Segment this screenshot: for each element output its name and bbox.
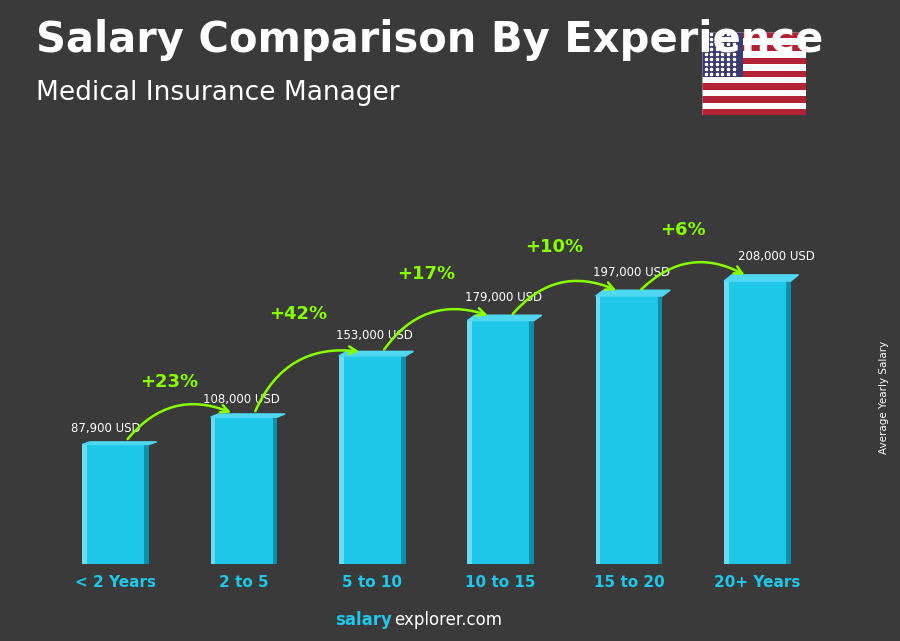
Bar xyxy=(702,32,806,38)
Text: +42%: +42% xyxy=(269,304,327,323)
Bar xyxy=(702,45,806,51)
Bar xyxy=(702,103,806,109)
Text: 208,000 USD: 208,000 USD xyxy=(738,250,815,263)
Text: 197,000 USD: 197,000 USD xyxy=(593,265,670,279)
Polygon shape xyxy=(596,290,670,296)
Bar xyxy=(467,320,472,564)
Polygon shape xyxy=(211,414,285,417)
Bar xyxy=(702,90,806,96)
Polygon shape xyxy=(339,351,413,356)
Text: explorer.com: explorer.com xyxy=(394,612,502,629)
Bar xyxy=(596,296,662,564)
Bar xyxy=(658,296,662,564)
Bar xyxy=(724,281,791,564)
Bar xyxy=(702,96,806,103)
Text: salary: salary xyxy=(335,612,392,629)
Bar xyxy=(339,356,344,564)
Text: 87,900 USD: 87,900 USD xyxy=(71,422,140,435)
Bar xyxy=(596,296,600,564)
Bar xyxy=(786,281,791,564)
Text: Average Yearly Salary: Average Yearly Salary xyxy=(878,341,889,454)
Text: 108,000 USD: 108,000 USD xyxy=(202,394,280,406)
Text: +10%: +10% xyxy=(526,238,584,256)
Bar xyxy=(702,77,806,83)
Bar xyxy=(82,444,87,564)
Bar xyxy=(467,320,534,564)
Bar xyxy=(702,38,806,45)
Bar xyxy=(702,51,806,58)
Bar xyxy=(211,417,277,564)
Bar xyxy=(144,444,149,564)
Bar xyxy=(702,64,806,71)
Text: +17%: +17% xyxy=(397,265,455,283)
Text: +23%: +23% xyxy=(140,373,199,392)
Bar xyxy=(401,356,406,564)
Text: +6%: +6% xyxy=(660,221,706,239)
Text: Medical Insurance Manager: Medical Insurance Manager xyxy=(36,80,400,106)
Text: 153,000 USD: 153,000 USD xyxy=(337,329,413,342)
Polygon shape xyxy=(467,315,542,320)
Bar xyxy=(702,83,806,90)
Bar xyxy=(529,320,534,564)
Polygon shape xyxy=(724,275,798,281)
Bar xyxy=(702,32,743,77)
Bar xyxy=(702,109,806,115)
Bar xyxy=(724,281,729,564)
Bar xyxy=(211,417,215,564)
Text: 179,000 USD: 179,000 USD xyxy=(464,292,542,304)
Bar xyxy=(702,58,806,64)
Text: Salary Comparison By Experience: Salary Comparison By Experience xyxy=(36,19,824,62)
Polygon shape xyxy=(82,442,157,444)
Bar xyxy=(273,417,277,564)
Bar xyxy=(82,444,149,564)
Bar xyxy=(339,356,406,564)
Bar xyxy=(702,71,806,77)
